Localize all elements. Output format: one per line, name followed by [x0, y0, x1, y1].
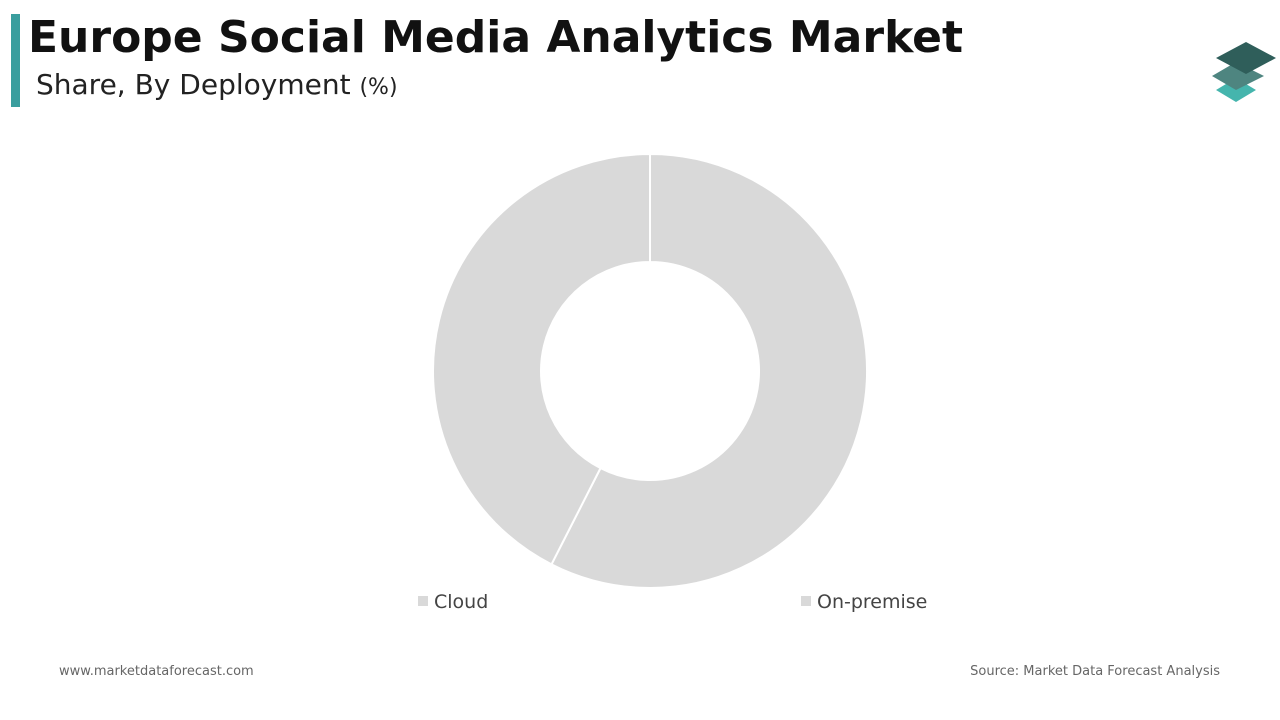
donut-slice — [550, 152, 868, 589]
legend-swatch — [801, 596, 811, 606]
chart-subtitle: Share, By Deployment (%) — [36, 68, 398, 101]
legend-label: Cloud — [434, 591, 488, 613]
subtitle-text: Share, By Deployment — [36, 68, 351, 101]
legend-label: On-premise — [817, 591, 927, 613]
chart-title: Europe Social Media Analytics Market — [28, 12, 963, 63]
title-accent — [11, 14, 20, 107]
donut-slice — [432, 152, 651, 566]
logo — [1212, 42, 1276, 102]
legend-swatch — [418, 596, 428, 606]
subtitle-unit: (%) — [359, 75, 397, 100]
source: Source: Market Data Forecast Analysis — [970, 664, 1220, 679]
website: www.marketdataforecast.com — [59, 664, 254, 679]
